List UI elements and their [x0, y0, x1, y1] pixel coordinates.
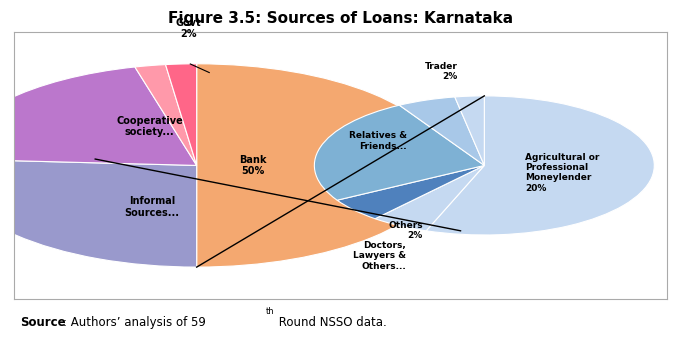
- Wedge shape: [426, 96, 654, 235]
- Text: Source: Source: [20, 316, 66, 329]
- Text: Figure 3.5: Sources of Loans: Karnataka: Figure 3.5: Sources of Loans: Karnataka: [168, 11, 513, 26]
- Text: Doctors,
Lawyers &
Others...: Doctors, Lawyers & Others...: [353, 241, 406, 271]
- Text: Agricultural or
Professional
Moneylender
20%: Agricultural or Professional Moneylender…: [526, 152, 600, 193]
- Wedge shape: [165, 64, 197, 165]
- Text: Round NSSO data.: Round NSSO data.: [275, 316, 387, 329]
- Wedge shape: [315, 105, 484, 200]
- Wedge shape: [337, 165, 484, 219]
- Text: Govt
2%: Govt 2%: [175, 18, 201, 39]
- Text: Informal
Sources...: Informal Sources...: [125, 196, 180, 218]
- Text: Bank
50%: Bank 50%: [239, 155, 266, 176]
- Text: Relatives &
Friends...: Relatives & Friends...: [349, 131, 407, 151]
- Wedge shape: [0, 67, 197, 165]
- Wedge shape: [0, 159, 197, 267]
- Wedge shape: [375, 165, 484, 231]
- Wedge shape: [455, 96, 484, 165]
- Text: Cooperative
society...: Cooperative society...: [116, 116, 183, 137]
- Text: : Authors’ analysis of 59: : Authors’ analysis of 59: [63, 316, 206, 329]
- Text: th: th: [266, 307, 274, 316]
- Wedge shape: [399, 97, 484, 165]
- Text: Others
2%: Others 2%: [388, 221, 423, 240]
- Wedge shape: [197, 64, 445, 267]
- Wedge shape: [135, 64, 197, 165]
- Text: Trader
2%: Trader 2%: [425, 62, 458, 81]
